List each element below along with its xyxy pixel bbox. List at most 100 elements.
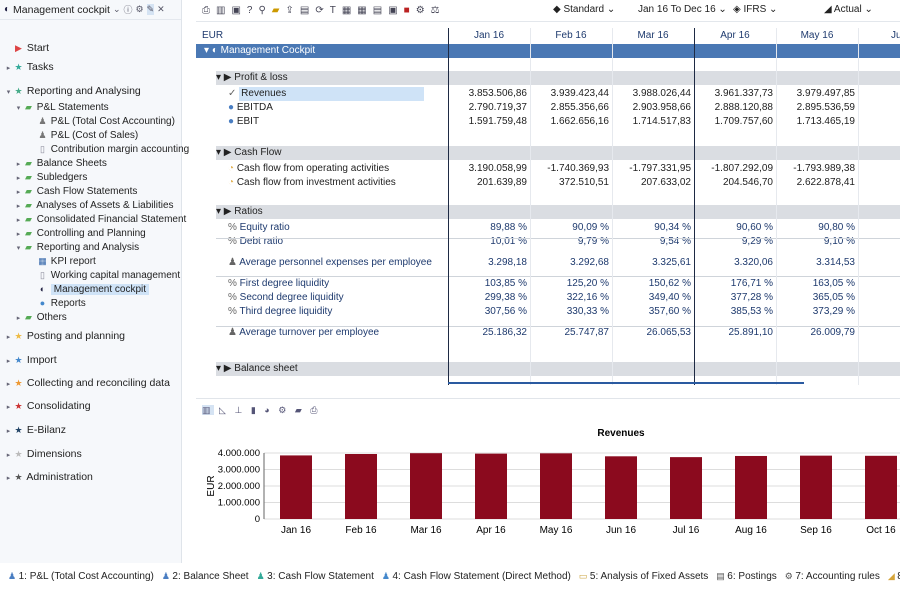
save-icon[interactable]: ▤ [299, 5, 310, 16]
expand-toggle-icon[interactable]: ▸ [16, 231, 21, 238]
section-row[interactable]: ▾ ▶ Profit & loss [216, 71, 900, 85]
cell-value[interactable]: 176,71 % [730, 278, 773, 289]
report-tab[interactable]: ♟ 3: Cash Flow Statement [253, 571, 374, 582]
expand-toggle-icon[interactable]: ▸ [6, 452, 11, 459]
cell-value[interactable]: 3.320,06 [734, 257, 773, 268]
cell-value[interactable]: 1.713.465,19 [796, 116, 855, 127]
balance-icon[interactable]: ⚖ [430, 5, 440, 16]
cell-value[interactable]: 2.895.536,59 [796, 102, 855, 113]
axis-icon[interactable]: ⊥ [234, 405, 246, 415]
cell-value[interactable]: 365,05 % [812, 292, 855, 303]
table-icon[interactable]: ▦ [341, 5, 352, 16]
search-icon[interactable]: ⚲ [258, 5, 266, 16]
root-row[interactable]: ▾ ◐ Management Cockpit [196, 44, 900, 58]
cell-value[interactable]: 89,88 % [490, 222, 527, 233]
cell-value[interactable]: 3.979.497,85 [796, 88, 855, 99]
report-tab[interactable]: ♟ 1: P&L (Total Cost Accounting) [4, 571, 154, 582]
cell-value[interactable]: -1.807.292,09 [711, 163, 773, 174]
scroll-indicator[interactable] [448, 382, 804, 384]
expand-toggle-icon[interactable]: ▾ [6, 89, 11, 96]
cell-value[interactable]: 125,20 % [566, 278, 609, 289]
cell-value[interactable]: 373,29 % [812, 306, 855, 317]
cell-value[interactable]: 349,40 % [648, 292, 691, 303]
tree-item[interactable]: ▸ ★ Collecting and reconciling data [4, 376, 170, 390]
cell-value[interactable]: 2.7 [858, 101, 900, 115]
column-header[interactable]: Jan 16 [473, 30, 505, 41]
cell-value[interactable]: 1.5 [858, 115, 900, 129]
cell-value[interactable]: 19 [858, 176, 900, 190]
section-row[interactable]: ▾ ▶ Ratios [216, 205, 900, 219]
chevron-down-icon[interactable]: ⌄ [112, 4, 121, 14]
tree-item[interactable]: ▸ ▰ Others [14, 310, 67, 324]
cell-value[interactable]: 357,60 % [648, 306, 691, 317]
data-row[interactable]: % Second degree liquidity 299,38 % 322,16 … [196, 291, 900, 305]
cell-value[interactable]: 3.939.423,44 [550, 88, 609, 99]
report-tab[interactable]: ⚙ 7: Accounting rules [781, 571, 880, 582]
cell-value[interactable]: 10,01 % [490, 236, 527, 247]
tree-item[interactable]: ◐ Management cockpit [28, 282, 150, 296]
cell-value[interactable]: -1.740.369,93 [547, 163, 609, 174]
tree-item[interactable]: ▸ ▰ Controlling and Planning [14, 226, 146, 240]
cell-value[interactable]: 377,28 % [730, 292, 773, 303]
expand-toggle-icon[interactable]: ▸ [16, 161, 21, 168]
cell-value[interactable]: 103,85 % [484, 278, 527, 289]
tree-item[interactable]: ▶ Start [4, 41, 49, 55]
expand-toggle-icon[interactable]: ▸ [16, 175, 21, 182]
tree-item[interactable]: ▸ ★ E-Bilanz [4, 423, 66, 437]
data-row[interactable]: % Debt ratio 10,01 % 9,79 % 9,54 % 9,29 % 9,1… [196, 235, 900, 249]
print-icon[interactable]: ⎙ [202, 5, 210, 16]
pin-icon[interactable]: ✎ [146, 4, 155, 15]
data-row[interactable]: % Equity ratio 89,88 % 90,09 % 90,34 % 90,60… [196, 221, 900, 235]
cell-value[interactable]: 9,54 % [659, 236, 691, 247]
tree-item[interactable]: ▾ ▰ Reporting and Analysis [14, 240, 139, 254]
tree-item[interactable]: ▾ ▰ P&L Statements [14, 100, 109, 114]
cell-value[interactable]: 2.790.719,37 [468, 102, 527, 113]
help-icon[interactable]: ⓘ [123, 5, 133, 15]
cell-value[interactable]: 372.510,51 [558, 177, 609, 188]
tree-item[interactable]: ▸ ★ Administration [4, 470, 93, 484]
expand-toggle-icon[interactable]: ▸ [6, 475, 11, 482]
folder-icon[interactable]: ▰ [294, 405, 305, 415]
cell-value[interactable]: 2.888.120,88 [714, 102, 773, 113]
cell-value[interactable]: 204.546,70 [722, 177, 773, 188]
tree-item[interactable]: ▸ ★ Tasks [4, 60, 54, 74]
expand-toggle-icon[interactable]: ▾ ▶ [216, 363, 235, 374]
section-row[interactable]: ▾ ▶ Balance sheet [216, 362, 900, 376]
cell-value[interactable]: 3.961.337,73 [714, 88, 773, 99]
cell-value[interactable]: 385,53 % [730, 306, 773, 317]
bar-chart-icon[interactable]: ▥ [202, 405, 214, 415]
tree-item[interactable]: ▾ ★ Reporting and Analysing [4, 84, 141, 98]
cell-value[interactable]: 3.292,68 [570, 257, 609, 268]
card-icon[interactable]: ▤ [372, 5, 383, 16]
report-tab[interactable]: ♟ 2: Balance Sheet [158, 571, 249, 582]
cell-value[interactable]: 9,10 % [823, 236, 855, 247]
column-header[interactable]: Feb 16 [555, 30, 587, 41]
cell-value[interactable]: 201.639,89 [476, 177, 527, 188]
report-tab[interactable]: ▭ 5: Analysis of Fixed Assets [575, 571, 708, 582]
help-icon[interactable]: ? [246, 5, 253, 16]
cell-value[interactable]: 1.591.759,48 [468, 116, 527, 127]
cell-value[interactable]: 26.009,79 [810, 327, 856, 338]
cell-value[interactable]: 90,34 % [654, 222, 691, 233]
tree-item[interactable]: ▸ ▰ Analyses of Assets & Liabilities [14, 198, 174, 212]
column-header[interactable]: Mar 16 [637, 30, 669, 41]
cell-value[interactable]: 1.662.656,16 [550, 116, 609, 127]
data-row[interactable]: ♟ Average turnover per employee 25.186,32… [196, 326, 900, 340]
data-row[interactable]: ● EBITDA 2.790.719,37 2.855.356,66 2.903.95… [196, 101, 900, 115]
expand-toggle-icon[interactable]: ▸ [16, 189, 21, 196]
cell-value[interactable]: 9,79 % [577, 236, 609, 247]
cell-value[interactable]: 3.314,53 [816, 257, 855, 268]
cell-value[interactable]: 90,80 % [818, 222, 855, 233]
tree-item[interactable]: ▸ ▰ Cash Flow Statements [14, 184, 138, 198]
column-icon[interactable]: ▮ [250, 405, 259, 415]
type-dropdown[interactable]: ◢ Actual ⌄ [824, 4, 873, 15]
cell-value[interactable]: 25.747,87 [564, 327, 610, 338]
report-tab[interactable]: ◢ 8: Data levels [884, 571, 900, 582]
tree-item[interactable]: ▦ KPI report [28, 254, 96, 268]
expand-toggle-icon[interactable]: ▸ [16, 203, 21, 210]
cell-value[interactable]: 3.298,18 [488, 257, 527, 268]
cell-value[interactable]: 3.988.026,44 [632, 88, 691, 99]
tree-item[interactable]: ▸ ▰ Balance Sheets [14, 156, 107, 170]
data-row[interactable]: ✓ Revenues 3.853.506,86 3.939.423,44 3.988.… [196, 87, 900, 101]
cell-value[interactable]: 25.891,10 [728, 327, 774, 338]
